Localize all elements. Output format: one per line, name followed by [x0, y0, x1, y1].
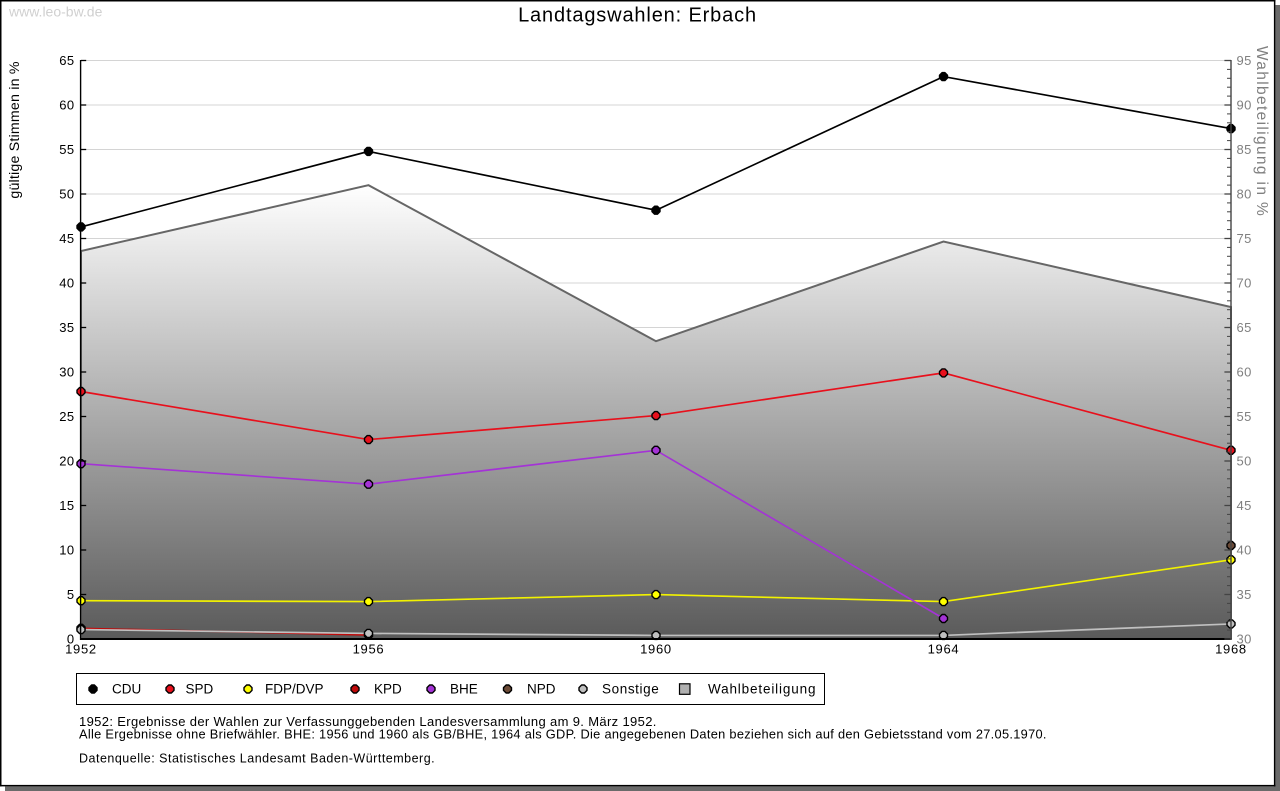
- svg-text:1968: 1968: [1215, 642, 1247, 657]
- svg-text:www.leo-bw.de: www.leo-bw.de: [8, 4, 103, 20]
- svg-text:1956: 1956: [353, 642, 385, 657]
- svg-text:Landtagswahlen: Erbach: Landtagswahlen: Erbach: [518, 5, 757, 27]
- svg-text:65: 65: [1237, 320, 1252, 335]
- svg-text:5: 5: [67, 587, 75, 602]
- svg-text:BHE: BHE: [450, 682, 478, 697]
- svg-text:Alle Ergebnisse ohne Briefwähl: Alle Ergebnisse ohne Briefwähler. BHE: 1…: [79, 727, 1047, 742]
- svg-text:75: 75: [1237, 231, 1252, 246]
- svg-text:50: 50: [1237, 454, 1252, 469]
- svg-text:70: 70: [1237, 276, 1252, 291]
- svg-text:55: 55: [1237, 409, 1252, 424]
- svg-text:FDP/DVP: FDP/DVP: [265, 682, 324, 697]
- svg-text:KPD: KPD: [374, 682, 402, 697]
- svg-text:Datenquelle: Statistisches Lan: Datenquelle: Statistisches Landesamt Bad…: [79, 752, 435, 766]
- svg-text:95: 95: [1237, 53, 1252, 68]
- svg-text:1964: 1964: [928, 642, 960, 657]
- svg-text:80: 80: [1237, 187, 1252, 202]
- svg-text:15: 15: [59, 498, 74, 513]
- svg-text:10: 10: [59, 543, 74, 558]
- svg-text:Sonstige: Sonstige: [602, 682, 659, 697]
- svg-text:30: 30: [1237, 632, 1252, 647]
- svg-text:SPD: SPD: [186, 682, 214, 697]
- svg-text:85: 85: [1237, 142, 1252, 157]
- svg-text:CDU: CDU: [112, 682, 141, 697]
- svg-text:55: 55: [59, 142, 74, 157]
- svg-text:90: 90: [1237, 98, 1252, 113]
- svg-text:Wahlbeteiligung: Wahlbeteiligung: [708, 682, 816, 697]
- svg-text:25: 25: [59, 409, 74, 424]
- svg-text:50: 50: [59, 187, 74, 202]
- svg-text:60: 60: [59, 98, 74, 113]
- svg-text:1952: 1952: [65, 642, 97, 657]
- svg-text:1960: 1960: [640, 642, 672, 657]
- svg-text:45: 45: [1237, 498, 1252, 513]
- svg-text:35: 35: [59, 320, 74, 335]
- svg-text:65: 65: [59, 53, 74, 68]
- svg-text:45: 45: [59, 231, 74, 246]
- svg-text:20: 20: [59, 454, 74, 469]
- svg-text:NPD: NPD: [527, 682, 556, 697]
- svg-text:gültige Stimmen in %: gültige Stimmen in %: [7, 61, 23, 198]
- svg-text:1952: Ergebnisse der Wahlen zu: 1952: Ergebnisse der Wahlen zur Verfassu…: [79, 714, 657, 729]
- svg-text:40: 40: [59, 276, 74, 291]
- svg-text:40: 40: [1237, 543, 1252, 558]
- svg-text:30: 30: [59, 365, 74, 380]
- svg-text:60: 60: [1237, 365, 1252, 380]
- svg-text:0: 0: [67, 632, 75, 647]
- svg-text:Wahlbeteiligung in %: Wahlbeteiligung in %: [1253, 46, 1270, 217]
- svg-text:35: 35: [1237, 587, 1252, 602]
